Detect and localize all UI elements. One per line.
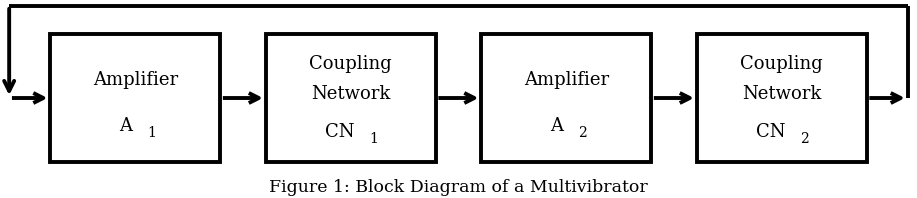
Bar xyxy=(697,34,867,162)
Text: A: A xyxy=(550,117,564,135)
Text: Amplifier: Amplifier xyxy=(524,71,609,89)
Text: Network: Network xyxy=(742,85,822,103)
Text: CN: CN xyxy=(325,123,355,141)
Bar xyxy=(266,34,436,162)
Text: 2: 2 xyxy=(579,126,587,140)
Text: 1: 1 xyxy=(148,126,156,140)
Text: Network: Network xyxy=(311,85,391,103)
Text: 1: 1 xyxy=(370,132,378,146)
Text: Coupling: Coupling xyxy=(309,55,392,73)
Bar xyxy=(50,34,220,162)
Bar xyxy=(481,34,651,162)
Text: CN: CN xyxy=(756,123,786,141)
Text: Figure 1: Block Diagram of a Multivibrator: Figure 1: Block Diagram of a Multivibrat… xyxy=(269,179,648,196)
Text: A: A xyxy=(119,117,133,135)
Text: Amplifier: Amplifier xyxy=(93,71,178,89)
Text: Coupling: Coupling xyxy=(740,55,823,73)
Text: 2: 2 xyxy=(801,132,809,146)
